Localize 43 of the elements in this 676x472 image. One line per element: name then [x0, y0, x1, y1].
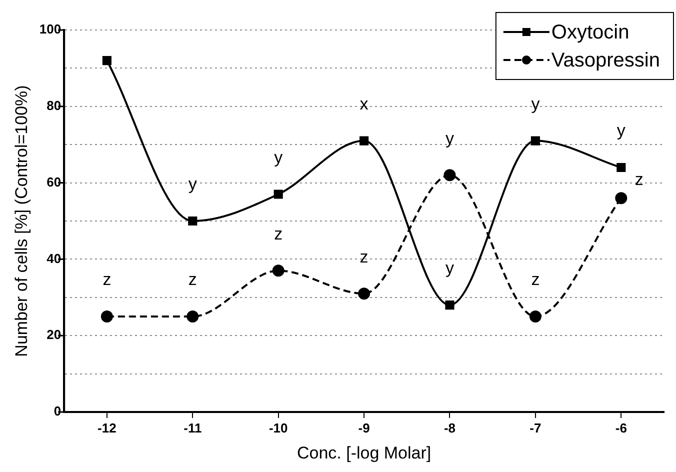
point: [272, 264, 284, 277]
x-tick-label: -6: [615, 420, 627, 436]
data-label: z: [102, 270, 112, 290]
x-tick-label: -12: [98, 420, 116, 436]
data-label: y: [445, 128, 454, 148]
y-tick-label: 40: [46, 250, 62, 266]
data-label: z: [360, 247, 368, 266]
point: [186, 310, 199, 322]
point: [444, 169, 456, 182]
data-label: y: [188, 174, 198, 194]
y-tick-label: 80: [46, 98, 62, 113]
data-label: y: [616, 121, 626, 140]
point: [615, 192, 628, 204]
data-label: y: [445, 258, 454, 278]
point: [616, 162, 626, 172]
point: [274, 190, 283, 199]
data-label: y: [274, 148, 284, 167]
point: [100, 310, 113, 322]
data-label: z: [634, 170, 644, 189]
point: [102, 56, 112, 66]
data-label: z: [274, 224, 283, 244]
y-tick-label: 60: [46, 174, 62, 190]
point: [530, 136, 540, 146]
x-tick-label: -8: [444, 420, 456, 436]
data-label: z: [531, 270, 540, 290]
point: [188, 216, 198, 226]
point: [529, 310, 542, 322]
data-label: x: [360, 94, 369, 114]
legend-label: Vasopressin: [551, 50, 660, 72]
x-tick-label: -10: [268, 420, 288, 436]
data-label: z: [188, 270, 197, 290]
point: [358, 288, 370, 300]
y-axis-title: Number of cells [%] (Control=100%): [12, 85, 31, 357]
y-tick-label: 100: [39, 22, 62, 37]
y-tick-label: 20: [46, 327, 62, 342]
x-tick-label: -11: [184, 420, 202, 436]
legend-label: Oxytocin: [551, 22, 630, 44]
data-label: y: [531, 94, 540, 114]
point: [445, 300, 454, 310]
x-tick-label: -9: [358, 420, 370, 436]
point: [360, 136, 369, 146]
x-tick-label: -7: [530, 420, 542, 436]
x-axis-title: Conc. [-log Molar]: [296, 443, 432, 462]
